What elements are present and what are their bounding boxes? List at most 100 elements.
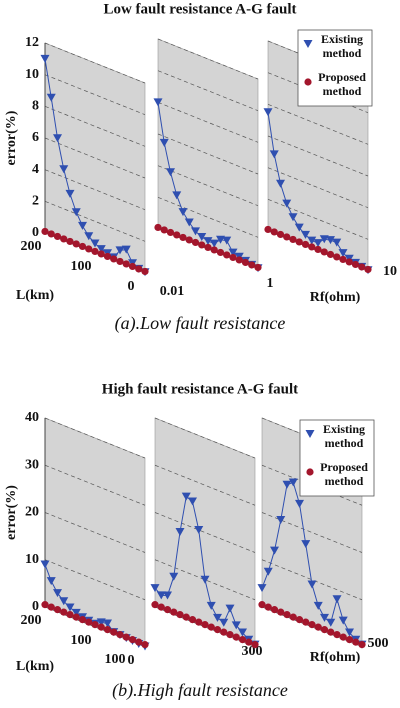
- point: [276, 516, 286, 524]
- point: [141, 267, 149, 276]
- point: [277, 608, 285, 616]
- grid-line: [267, 104, 369, 145]
- point: [46, 93, 56, 102]
- x-tick-label: 0: [128, 653, 135, 668]
- grid-line: [157, 38, 259, 80]
- point: [219, 618, 229, 627]
- point: [115, 246, 125, 255]
- point: [72, 240, 80, 248]
- point: [159, 138, 169, 147]
- point: [169, 572, 179, 581]
- grid-line: [44, 201, 146, 242]
- y-tick-label: 20: [25, 505, 39, 520]
- grid-line: [44, 137, 146, 179]
- z-tick-label: 100: [105, 652, 126, 667]
- point: [308, 243, 316, 251]
- point: [229, 253, 237, 262]
- point: [352, 638, 360, 646]
- caption: (a).Low fault resistance: [115, 313, 286, 334]
- point: [122, 260, 130, 268]
- point: [185, 236, 193, 244]
- point: [182, 613, 190, 621]
- point: [206, 601, 216, 610]
- point: [181, 492, 191, 501]
- point: [238, 636, 247, 644]
- point: [90, 239, 100, 248]
- point: [358, 641, 366, 649]
- point: [338, 616, 348, 625]
- grid-line: [267, 135, 369, 177]
- point: [294, 223, 304, 232]
- point: [128, 636, 137, 644]
- grid-line: [154, 417, 256, 459]
- point: [150, 584, 160, 593]
- point: [238, 628, 247, 637]
- point: [197, 233, 207, 241]
- point: [270, 606, 279, 614]
- point: [264, 603, 272, 611]
- point: [319, 235, 329, 244]
- point: [248, 261, 256, 269]
- legend-label: Proposed method: [318, 70, 366, 98]
- point: [53, 134, 62, 143]
- point: [163, 606, 172, 614]
- point: [66, 237, 74, 246]
- point: [78, 242, 87, 251]
- y-tick-label: 40: [25, 410, 39, 425]
- point: [46, 577, 56, 586]
- y-tick-label: 6: [32, 130, 39, 145]
- point: [326, 236, 335, 245]
- point: [178, 208, 188, 217]
- point: [195, 618, 203, 626]
- legend-label: Proposed method: [320, 460, 368, 488]
- point: [135, 638, 143, 646]
- grid-line: [154, 512, 256, 553]
- point: [103, 626, 112, 634]
- y-tick-label: 0: [32, 599, 39, 614]
- point: [91, 247, 99, 256]
- point: [71, 608, 81, 617]
- point: [96, 618, 106, 627]
- legend-label-line: Proposed: [320, 460, 368, 474]
- z-axis-label: Rf(ohm): [310, 290, 361, 305]
- point: [47, 230, 55, 238]
- point: [231, 621, 241, 630]
- caption: (b).High fault resistance: [112, 680, 288, 701]
- point: [173, 231, 181, 239]
- grid-line: [157, 197, 259, 238]
- point: [304, 78, 312, 86]
- point: [213, 613, 222, 622]
- x-axis-label: L(km): [16, 288, 54, 303]
- point: [135, 265, 143, 273]
- point: [53, 232, 62, 241]
- grid-line: [267, 167, 369, 208]
- point: [91, 621, 99, 629]
- y-tick-label: 10: [25, 67, 39, 82]
- point: [97, 250, 105, 258]
- grid-line: [267, 40, 369, 82]
- point: [241, 258, 250, 267]
- point: [166, 228, 175, 237]
- point: [264, 225, 272, 234]
- point: [228, 248, 238, 257]
- point: [60, 235, 68, 243]
- point: [333, 253, 341, 261]
- point: [301, 230, 310, 239]
- point: [295, 499, 304, 508]
- point: [53, 589, 62, 598]
- point: [110, 255, 118, 263]
- point: [207, 623, 215, 631]
- point: [103, 619, 112, 628]
- point: [200, 575, 210, 584]
- z-tick-label: 1: [267, 276, 274, 291]
- grid-line: [44, 169, 146, 210]
- y-tick-label: 4: [32, 162, 39, 177]
- point: [307, 580, 317, 589]
- grid-line: [261, 559, 363, 601]
- grid-line: [44, 42, 146, 84]
- point: [96, 245, 106, 254]
- point: [263, 108, 273, 117]
- y-tick-label: 8: [32, 99, 39, 114]
- point: [235, 256, 243, 264]
- point: [332, 238, 342, 247]
